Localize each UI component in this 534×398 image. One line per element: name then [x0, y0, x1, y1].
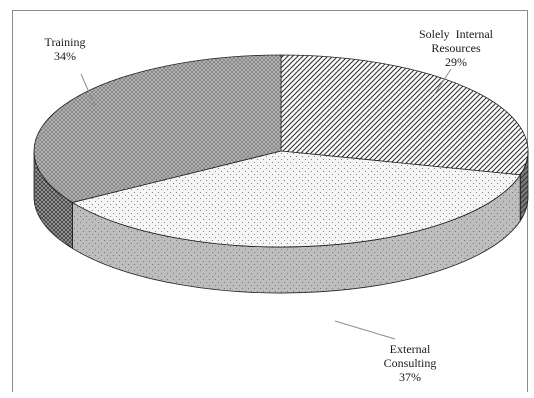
- slice-label-solely-internal-resources-line-2: Resources: [431, 41, 481, 55]
- pie-slice-training: [33, 54, 282, 203]
- slice-label-solely-internal-resources-line-1: Solely Internal: [419, 27, 494, 41]
- leader-line-solely-internal-resources: [433, 68, 452, 96]
- leader-line-training: [80, 73, 96, 107]
- slice-label-external-consulting-line-2: Consulting: [384, 356, 437, 370]
- slice-value-solely-internal-resources: 29%: [445, 55, 467, 69]
- pie-top-faces: [33, 54, 529, 248]
- pie-slice-solely-internal-resources: [280, 54, 529, 176]
- chart-area: Solely Internal Resources 29% External Consu…: [12, 10, 529, 392]
- slice-label-external-consulting-line-1: External: [390, 342, 431, 356]
- slice-value-training: 34%: [54, 49, 76, 63]
- slice-value-external-consulting: 37%: [399, 370, 421, 384]
- leader-lines: [80, 68, 452, 340]
- leader-line-external-consulting: [334, 320, 396, 340]
- slice-label-training-line-1: Training: [45, 35, 86, 49]
